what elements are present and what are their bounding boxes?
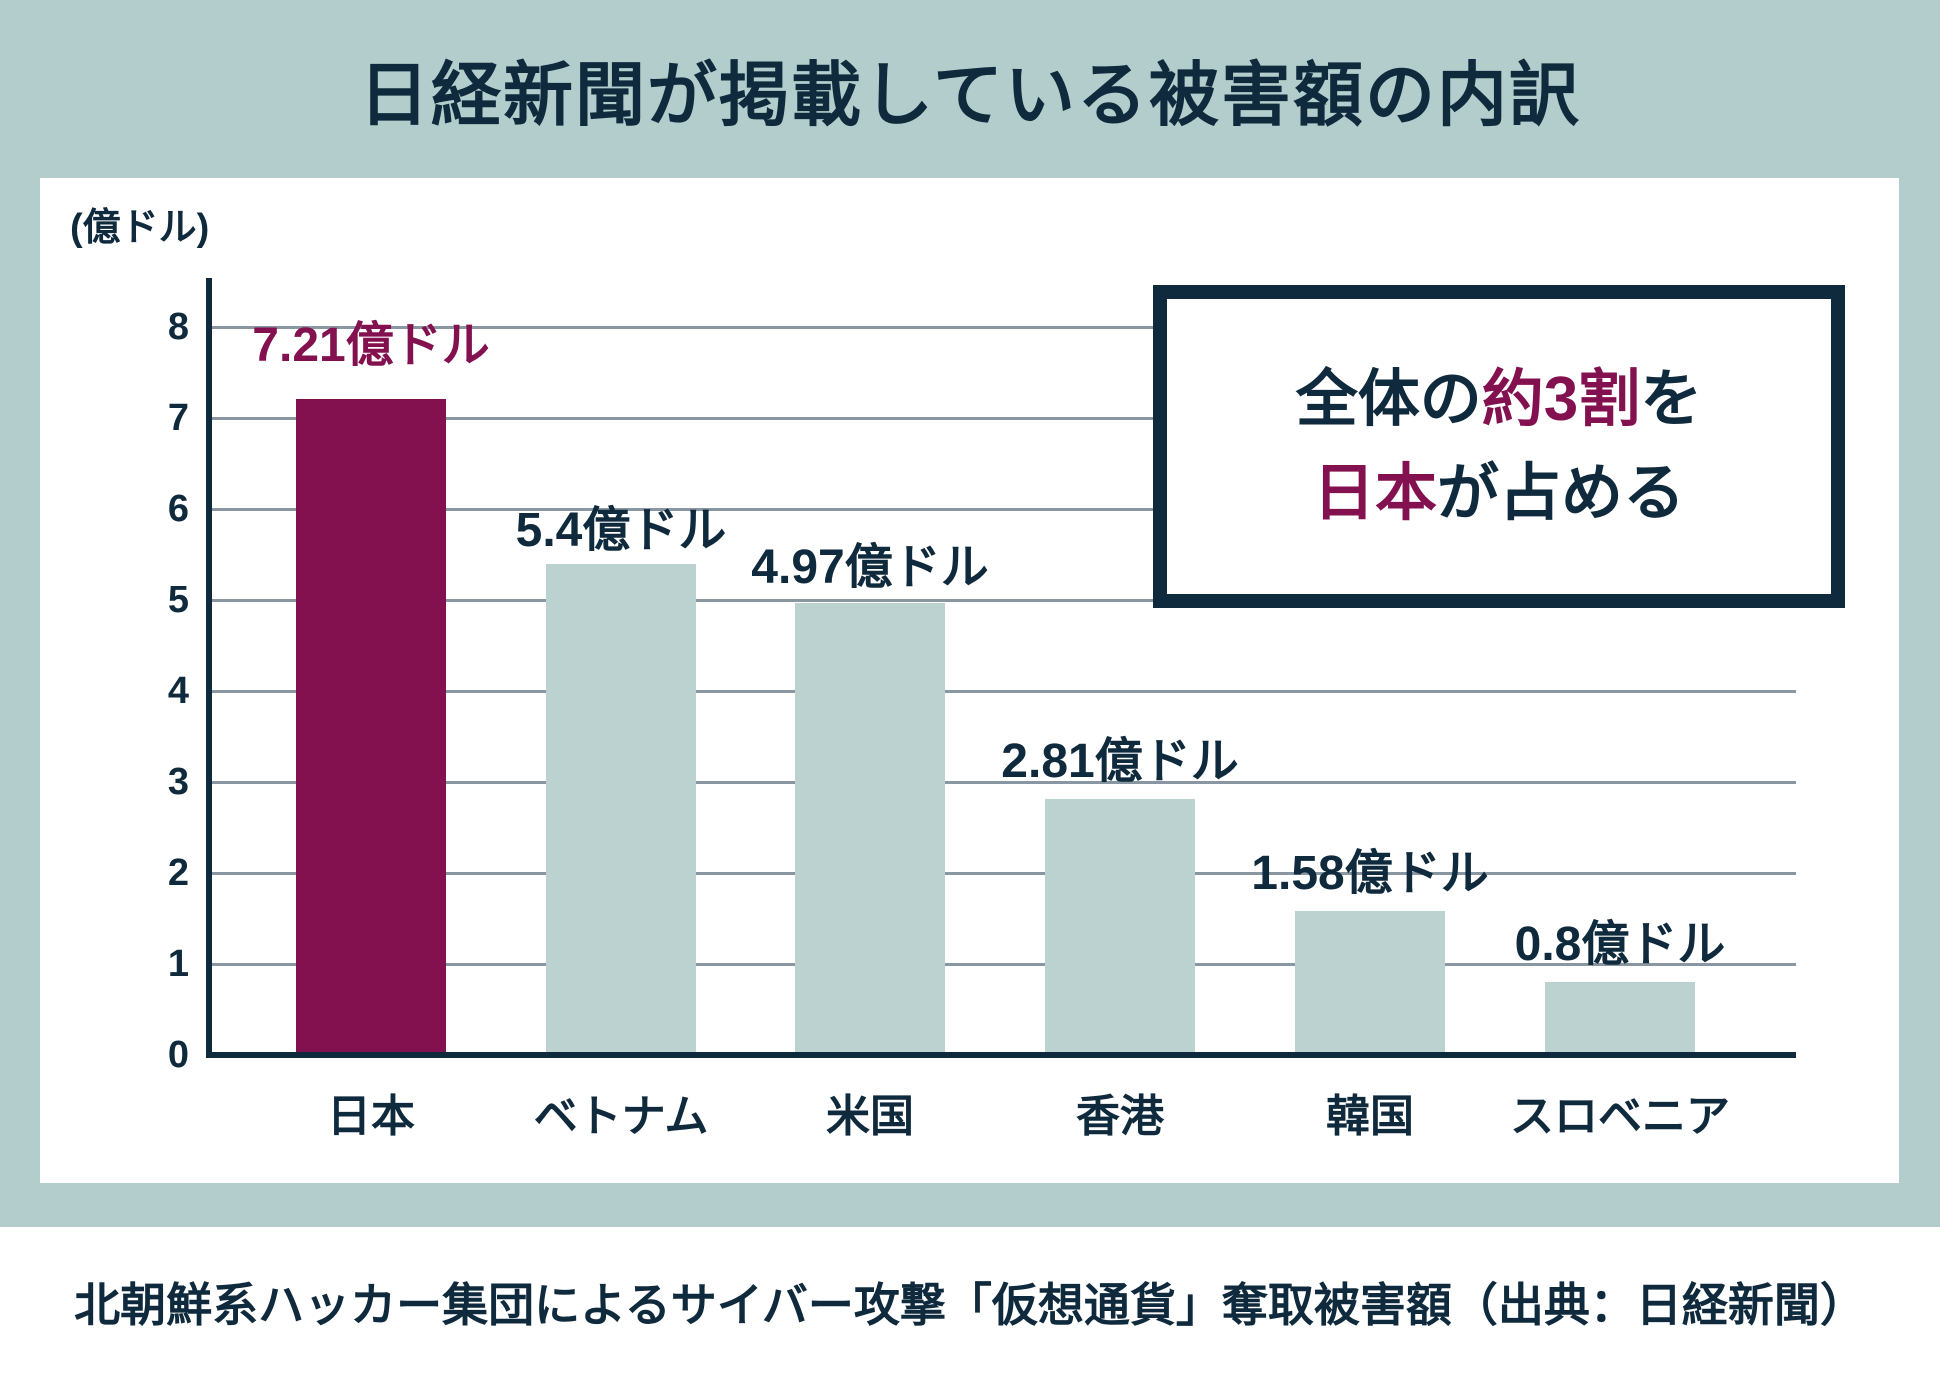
category-label-vietnam: ベトナム bbox=[533, 1092, 709, 1141]
y-tick-label-1: 1 bbox=[167, 943, 189, 985]
gridline-7 bbox=[212, 417, 1796, 420]
footer: 北朝鮮系ハッカー集団によるサイバー攻撃「仮想通貨」奪取被害額（出典：日経新聞） bbox=[0, 1227, 1940, 1376]
bar-usa bbox=[795, 603, 945, 1055]
category-label-slovenia: スロベニア bbox=[1510, 1092, 1730, 1141]
value-label-vietnam: 5.4億ドル bbox=[515, 504, 727, 557]
gridline-5 bbox=[212, 599, 1796, 602]
callout-text: 全体の bbox=[1295, 364, 1482, 434]
category-label-korea: 韓国 bbox=[1326, 1092, 1414, 1141]
chart-panel: (億ドル) 0 1 2 3 4 5 6 7 8 7.21億ドル日本 5.4億ドルベトナム 4.97億ド… bbox=[40, 178, 1899, 1183]
value-label-korea: 1.58億ドル bbox=[1251, 847, 1489, 900]
category-label-japan: 日本 bbox=[327, 1092, 415, 1141]
bar-korea bbox=[1295, 911, 1445, 1055]
callout-line-2: 日本が占める bbox=[1313, 447, 1685, 541]
gridline-3 bbox=[212, 781, 1796, 784]
chart-title: 日経新聞が掲載している被害額の内訳 bbox=[359, 55, 1581, 134]
y-tick-label-2: 2 bbox=[167, 852, 189, 894]
gridline-1 bbox=[212, 963, 1796, 966]
header: 日経新聞が掲載している被害額の内訳 bbox=[0, 0, 1940, 178]
value-label-japan: 7.21億ドル bbox=[252, 319, 490, 372]
bar-slovenia bbox=[1545, 982, 1695, 1055]
callout-accent-text: 約3割 bbox=[1481, 364, 1641, 434]
bar-hong-kong bbox=[1045, 799, 1195, 1055]
gridline-4 bbox=[212, 690, 1796, 693]
y-tick-label-7: 7 bbox=[167, 397, 189, 439]
y-axis-unit-label: (億ドル) bbox=[70, 207, 210, 249]
category-label-usa: 米国 bbox=[826, 1092, 914, 1141]
callout-accent-text: 日本 bbox=[1312, 458, 1437, 528]
callout-box: 全体の約3割を 日本が占める bbox=[1153, 285, 1845, 608]
source-caption: 北朝鮮系ハッカー集団によるサイバー攻撃「仮想通貨」奪取被害額（出典：日経新聞） bbox=[74, 1278, 1866, 1331]
y-tick-label-8: 8 bbox=[167, 306, 189, 348]
callout-text: が占める bbox=[1437, 458, 1686, 528]
gridline-6 bbox=[212, 508, 1796, 511]
value-label-slovenia: 0.8億ドル bbox=[1514, 918, 1726, 971]
y-tick-label-6: 6 bbox=[167, 488, 189, 530]
value-label-hong-kong: 2.81億ドル bbox=[1001, 735, 1239, 788]
y-axis-line bbox=[206, 278, 212, 1058]
gridline-2 bbox=[212, 872, 1796, 875]
y-tick-label-5: 5 bbox=[167, 579, 189, 621]
y-tick-label-4: 4 bbox=[167, 670, 189, 712]
x-axis-line bbox=[206, 1052, 1796, 1058]
callout-text: を bbox=[1640, 364, 1703, 434]
y-tick-label-3: 3 bbox=[167, 761, 189, 803]
bar-vietnam bbox=[546, 564, 696, 1055]
value-label-usa: 4.97億ドル bbox=[751, 541, 989, 594]
gridline-8 bbox=[212, 326, 1796, 329]
category-label-hong-kong: 香港 bbox=[1076, 1092, 1164, 1141]
bar-japan bbox=[296, 399, 446, 1055]
callout-line-1: 全体の約3割を bbox=[1296, 353, 1703, 447]
y-tick-label-0: 0 bbox=[167, 1034, 189, 1076]
